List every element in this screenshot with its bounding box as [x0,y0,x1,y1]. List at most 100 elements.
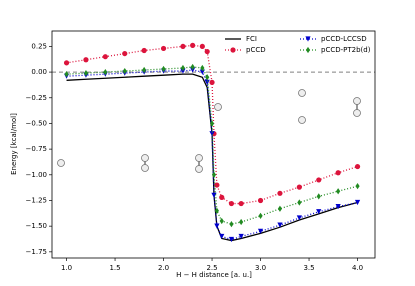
marker [211,192,217,198]
marker [355,182,360,190]
x-tick-label: 1.0 [61,264,72,272]
marker [122,50,128,57]
molecule-atom [353,109,361,117]
molecule-atom [298,89,306,97]
molecule-atom [195,165,203,173]
marker [205,74,210,81]
marker [214,223,220,229]
marker [209,120,215,127]
marker [103,68,108,76]
legend: FCI pCCD pCCD-LCCSD pCCD-PT2b(d) [225,35,371,54]
marker [209,131,215,137]
x-tick-label: 2.0 [158,264,169,272]
marker [277,222,283,228]
molecule-atom [141,154,149,162]
plot-frame [51,30,376,259]
marker [219,217,224,225]
marker [228,200,235,207]
marker [211,171,217,178]
marker [228,236,235,243]
marker [214,207,219,214]
y-axis-label: Energy [kcal/mol] [10,113,18,175]
molecule-atom [141,164,149,172]
marker [161,65,166,73]
marker [64,71,69,78]
series-line [66,44,358,205]
y-tick-label: −0.50 [26,119,47,127]
x-tick-label: 2.5 [206,264,217,272]
marker [335,204,341,210]
marker [277,205,283,212]
marker [141,47,147,54]
marker [257,197,264,204]
marker [190,63,195,71]
marker [238,200,244,207]
marker [296,184,302,190]
marker [214,182,220,188]
legend-marker [230,47,236,53]
molecule-atom [214,103,222,111]
marker [316,193,321,200]
marker [238,233,244,240]
x-tick-label: 3.0 [255,264,266,272]
series-line [66,66,358,225]
marker [257,228,264,234]
molecule-atom [353,97,361,105]
marker [204,79,210,85]
molecule-atom [298,116,306,124]
y-tick-label: 0.25 [31,42,47,50]
marker [142,66,147,74]
series [64,63,360,228]
marker [335,170,341,176]
legend-marker [305,46,311,54]
x-axis-label: H − H distance [a. u.] [176,271,252,279]
marker [354,163,361,170]
marker [219,194,225,200]
marker [200,64,205,72]
series-line [66,69,358,241]
marker [297,199,302,206]
y-tick-label: 0.00 [31,68,47,76]
legend-label: pCCD-PT2b(d) [321,46,371,54]
y-tick-label: −1.00 [26,171,47,179]
marker [180,64,186,72]
y-tick-label: −0.25 [26,94,47,102]
series [63,42,361,207]
molecule-bond [144,158,146,168]
legend-label: FCI [246,35,257,43]
y-tick-label: −0.75 [26,145,47,153]
marker [190,42,196,48]
marker [122,67,127,75]
molecule-icons [57,89,361,173]
marker [83,69,89,77]
marker [354,199,361,206]
marker [277,190,283,196]
y-tick-label: −1.75 [26,248,47,256]
molecule-bond [198,158,200,169]
y-tick-label: −1.25 [26,196,47,204]
marker [258,212,263,220]
x-tick-label: 1.5 [109,264,120,272]
molecule-atom [195,154,203,162]
legend-label: pCCD-LCCSD [321,35,367,43]
marker [199,69,205,75]
legend-label: pCCD [246,46,266,54]
marker [180,43,186,50]
marker [336,188,341,195]
marker [204,48,210,55]
marker [209,79,215,85]
y-tick-label: −1.50 [26,222,47,230]
marker [63,60,70,66]
molecule-atom [57,159,65,167]
marker [316,177,322,183]
marker [296,215,302,221]
x-tick-label: 4.0 [352,264,363,272]
x-tick-label: 3.5 [303,264,314,272]
marker [316,209,322,215]
marker [219,233,225,240]
marker [229,220,234,228]
marker [102,54,108,60]
molecule-bond [356,101,358,113]
legend-marker [305,36,311,42]
